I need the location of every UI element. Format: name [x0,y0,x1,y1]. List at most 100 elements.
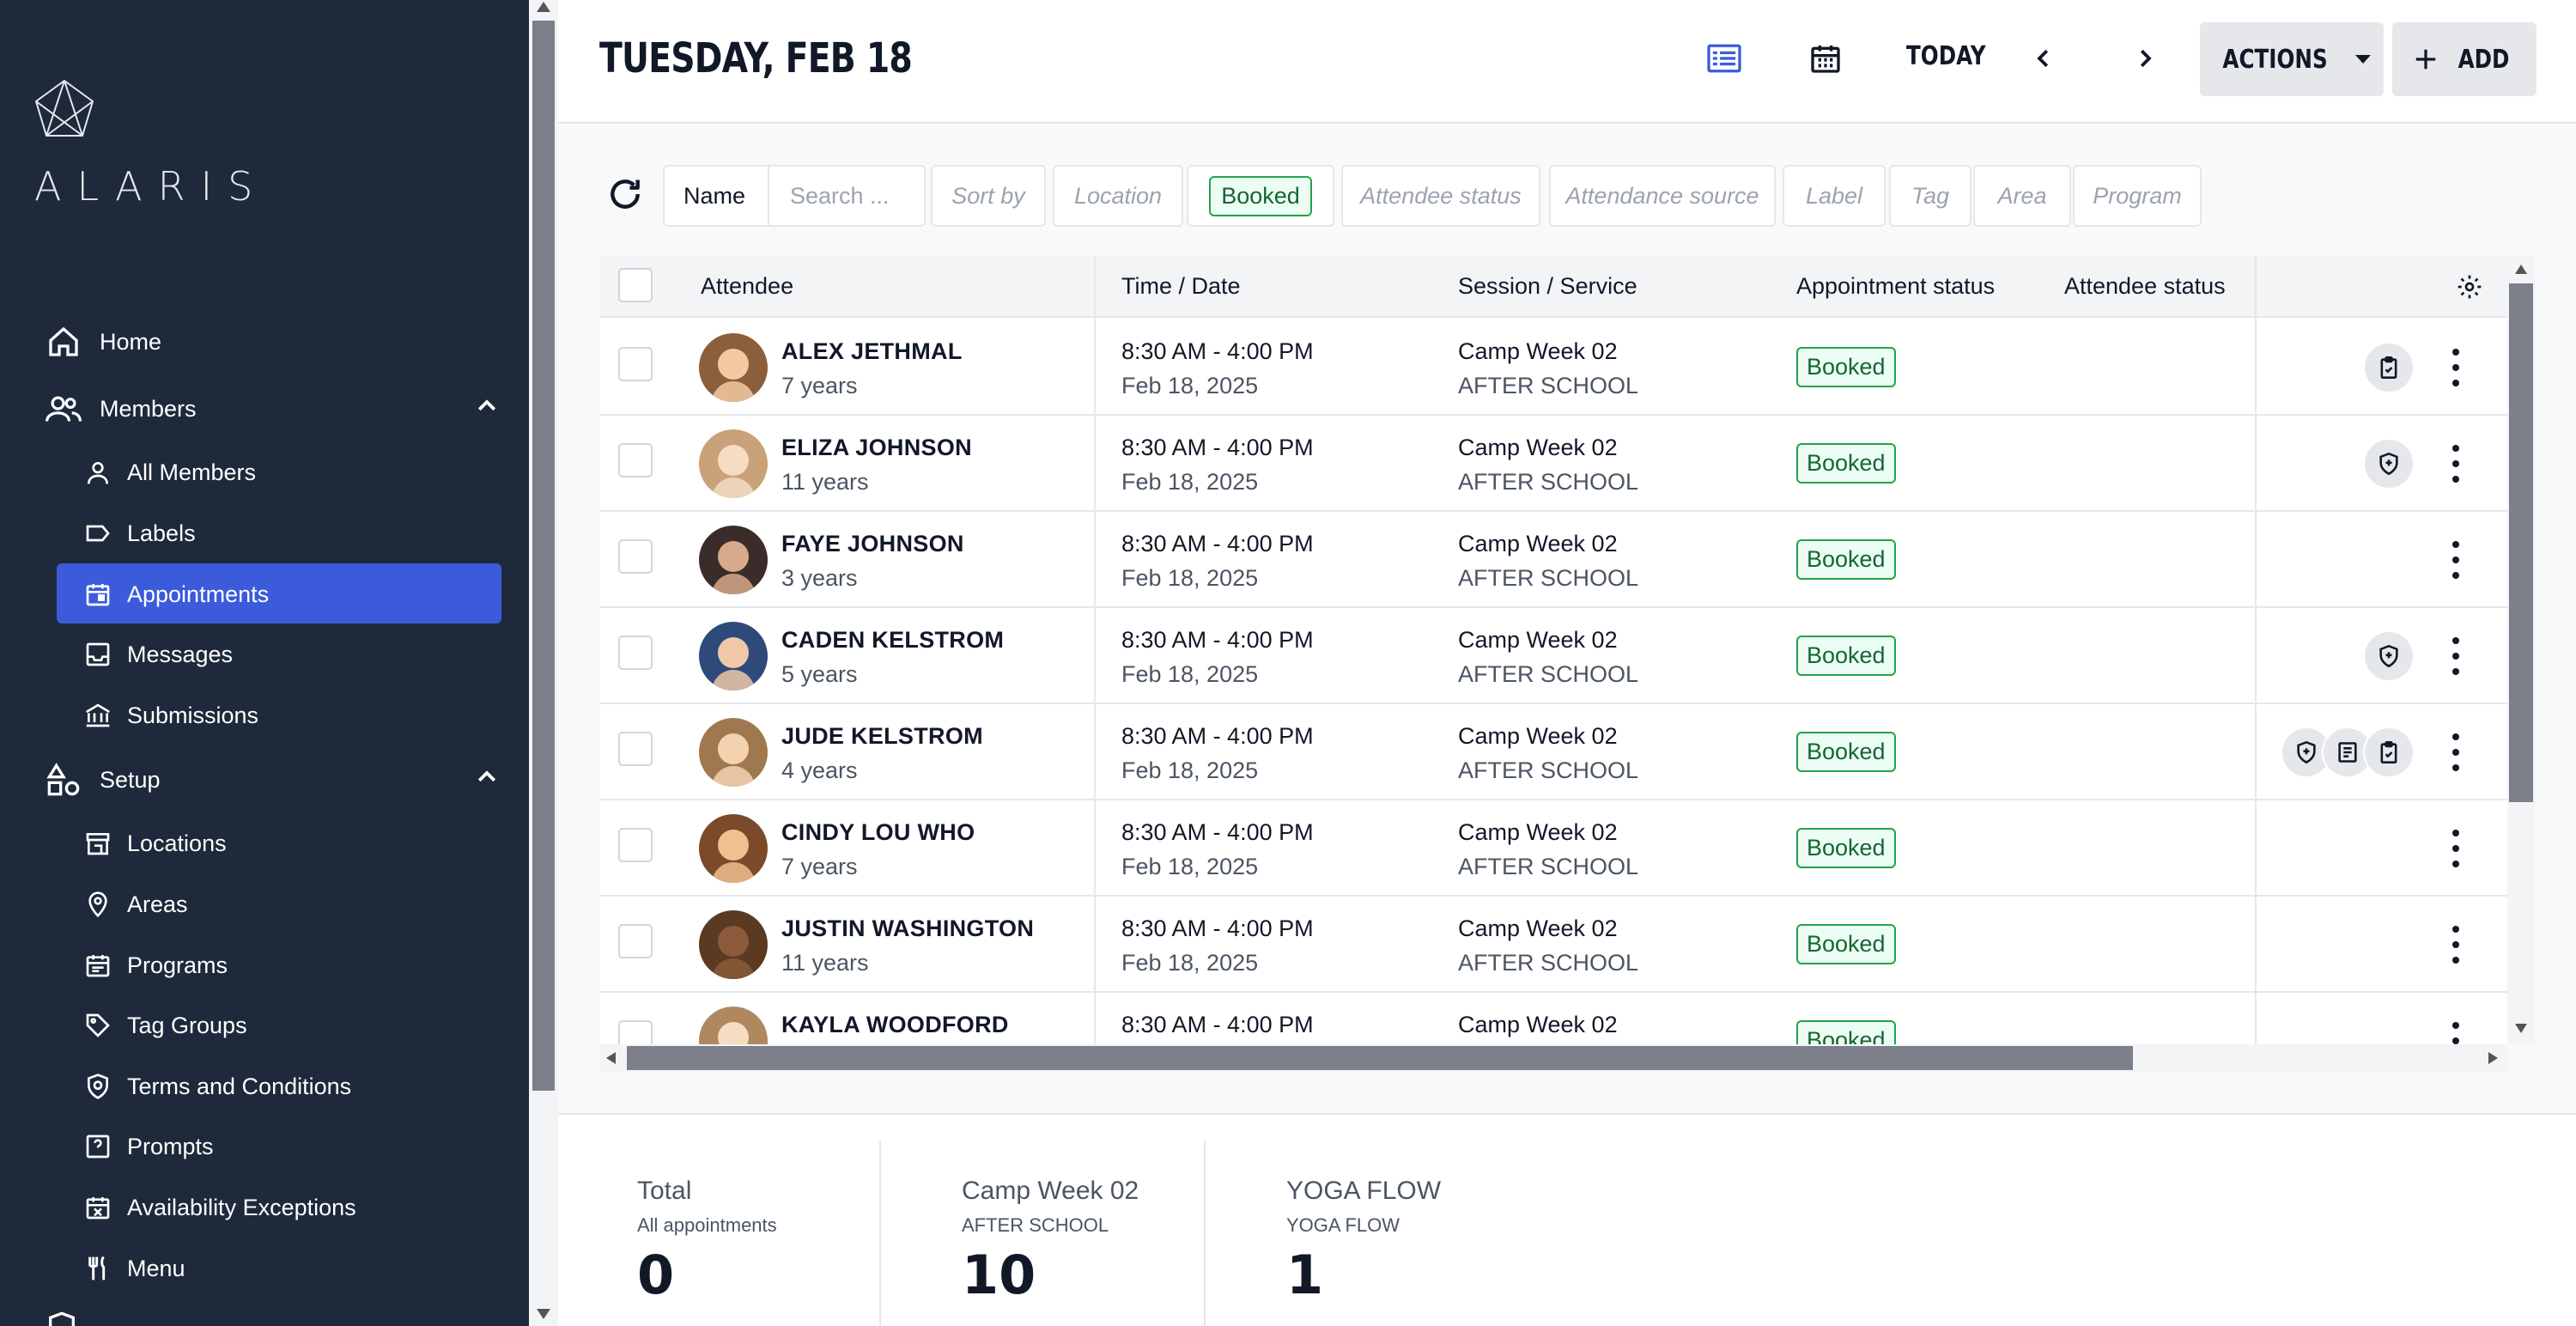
column-header-session-service[interactable]: Session / Service [1458,273,1637,299]
add-button[interactable]: ADD [2392,22,2537,96]
chevron-up-icon[interactable] [474,393,500,425]
avatar[interactable] [699,718,768,787]
scrollbar-thumb[interactable] [2509,283,2533,802]
column-header-attendee-status[interactable]: Attendee status [2064,273,2226,299]
next-day-chevron-right-icon[interactable] [2124,38,2166,79]
sidebar-item-messages[interactable]: Messages [82,639,233,670]
scrollbar-thumb[interactable] [532,21,555,1091]
actions-button[interactable]: ACTIONS [2200,22,2384,96]
attendee-name[interactable]: JUDE KELSTROM [781,723,983,749]
table-row[interactable]: FAYE JOHNSON 3 years 8:30 AM - 4:00 PM Feb … [599,512,2507,608]
sidebar-item-members[interactable]: Members [45,390,508,428]
sidebar-item-menu[interactable]: Menu [82,1253,185,1284]
label-filter[interactable]: Label [1783,165,1886,227]
more-vertical-icon[interactable] [2447,733,2464,771]
avatar[interactable] [699,333,768,402]
scroll-right-arrow-icon[interactable] [2488,1052,2498,1064]
avatar[interactable] [699,429,768,498]
avatar[interactable] [699,622,768,690]
more-vertical-icon[interactable] [2447,349,2464,386]
scroll-down-arrow-icon[interactable] [537,1309,550,1319]
row-checkbox[interactable] [618,636,653,670]
scroll-up-arrow-icon[interactable] [537,2,550,12]
table-row[interactable]: CINDY LOU WHO 7 years 8:30 AM - 4:00 PM Feb… [599,800,2507,897]
table-row[interactable]: ALEX JETHMAL 7 years 8:30 AM - 4:00 PM Feb … [599,319,2507,416]
location-filter[interactable]: Location [1053,165,1183,227]
table-row[interactable]: KAYLA WOODFORD 8:30 AM - 4:00 PM Camp Week… [599,993,2507,1044]
alaris-logo-icon[interactable] [33,77,96,145]
sidebar-item-submissions[interactable]: Submissions [82,700,258,731]
sidebar-item-all-members[interactable]: All Members [82,457,256,488]
area-filter[interactable]: Area [1973,165,2071,227]
tag-filter[interactable]: Tag [1889,165,1971,227]
status-filter[interactable]: Booked [1187,165,1334,227]
main-vertical-scrollbar[interactable] [529,0,558,1326]
sidebar-item-locations[interactable]: Locations [82,828,227,859]
sidebar-item-areas[interactable]: Areas [82,889,188,920]
attendee-name[interactable]: CINDY LOU WHO [781,819,975,845]
sidebar-item-availability-exceptions[interactable]: Availability Exceptions [82,1192,356,1223]
attendee-name[interactable]: JUSTIN WASHINGTON [781,915,1035,941]
refresh-icon[interactable] [606,175,644,217]
row-checkbox[interactable] [618,443,653,477]
attendee-name[interactable]: ALEX JETHMAL [781,338,963,364]
calendar-view-icon[interactable] [1805,38,1846,79]
sidebar-item-prompts[interactable]: Prompts [82,1131,214,1162]
prev-day-chevron-left-icon[interactable] [2023,38,2064,79]
more-vertical-icon[interactable] [2447,445,2464,483]
more-vertical-icon[interactable] [2447,1022,2464,1044]
scrollbar-thumb[interactable] [627,1046,2133,1070]
attendee-name[interactable]: CADEN KELSTROM [781,627,1005,653]
attendee-name[interactable]: ELIZA JOHNSON [781,435,972,460]
sidebar-item-labels[interactable]: Labels [82,518,196,549]
sidebar-item-setup[interactable]: Setup [45,761,508,799]
attendee-status-filter[interactable]: Attendee status [1341,165,1540,227]
avatar[interactable] [699,910,768,979]
sidebar-item-appointments[interactable]: Appointments [82,579,269,610]
table-vertical-scrollbar[interactable] [2507,256,2535,1044]
table-row[interactable]: JUSTIN WASHINGTON 11 years 8:30 AM - 4:00 … [599,897,2507,993]
column-header-attendee[interactable]: Attendee [701,273,794,299]
more-vertical-icon[interactable] [2447,830,2464,867]
row-checkbox[interactable] [618,732,653,766]
attendee-name[interactable]: KAYLA WOODFORD [781,1012,1009,1037]
avatar[interactable] [699,526,768,594]
sidebar-item-programs[interactable]: Programs [82,950,228,981]
column-header-appointment-status[interactable]: Appointment status [1796,273,1996,299]
more-vertical-icon[interactable] [2447,541,2464,579]
avatar[interactable] [699,814,768,883]
sidebar-item-partial-icon[interactable] [45,1311,79,1326]
row-checkbox[interactable] [618,828,653,862]
gear-icon[interactable] [2456,273,2483,305]
chevron-up-icon[interactable] [474,764,500,796]
table-row[interactable]: ELIZA JOHNSON 11 years 8:30 AM - 4:00 PM Fe… [599,416,2507,512]
table-row[interactable]: CADEN KELSTROM 5 years 8:30 AM - 4:00 PM Fe… [599,608,2507,704]
scroll-up-arrow-icon[interactable] [2515,265,2527,274]
more-vertical-icon[interactable] [2447,637,2464,675]
table-row[interactable]: JUDE KELSTROM 4 years 8:30 AM - 4:00 PM Feb… [599,704,2507,800]
today-button[interactable]: TODAY [1906,41,1986,71]
sidebar-item-terms[interactable]: Terms and Conditions [82,1071,351,1102]
shield-icon[interactable] [2363,630,2415,682]
row-checkbox[interactable] [618,347,653,381]
table-horizontal-scrollbar[interactable] [599,1044,2507,1072]
sidebar-item-home[interactable]: Home [45,323,161,361]
note-icon[interactable] [2322,727,2373,778]
shield-icon[interactable] [2363,438,2415,490]
row-checkbox[interactable] [618,924,653,958]
select-all-checkbox[interactable] [618,268,653,302]
search-input[interactable]: Search ... [790,182,890,209]
avatar[interactable] [699,1007,768,1044]
column-header-time-date[interactable]: Time / Date [1121,273,1241,299]
sidebar-item-tag-groups[interactable]: Tag Groups [82,1010,247,1041]
attendee-name[interactable]: FAYE JOHNSON [781,531,964,557]
more-vertical-icon[interactable] [2447,926,2464,964]
attendance-source-filter[interactable]: Attendance source [1549,165,1776,227]
booked-filter-chip[interactable]: Booked [1209,175,1312,216]
sort-by-filter[interactable]: Sort by [931,165,1046,227]
scroll-left-arrow-icon[interactable] [606,1052,616,1064]
row-checkbox[interactable] [618,539,653,574]
clipboard-check-icon[interactable] [2363,727,2415,778]
scroll-down-arrow-icon[interactable] [2515,1024,2527,1033]
row-checkbox[interactable] [618,1020,653,1044]
